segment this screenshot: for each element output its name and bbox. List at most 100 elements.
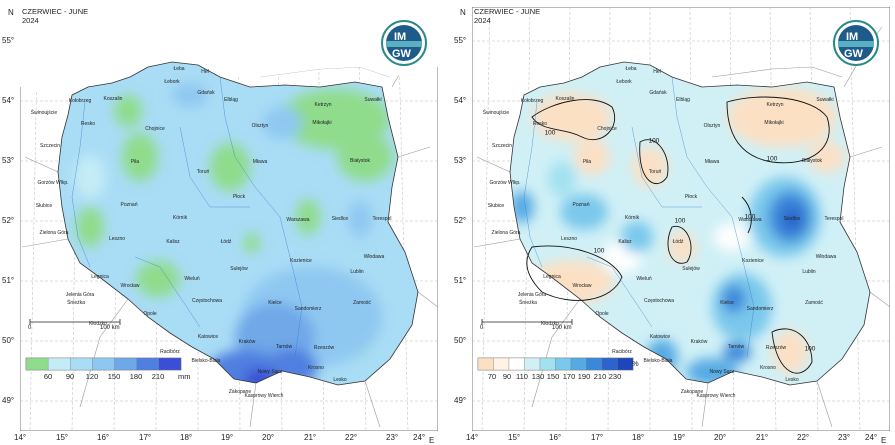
legend-label: 180 [129, 372, 143, 381]
lon-label: 24° [865, 433, 878, 442]
city-label: Koszalin [103, 96, 123, 102]
legend-swatch [477, 357, 494, 371]
city-label: Bielsko-Biała [191, 358, 221, 364]
city-label: Kalisz [166, 239, 180, 245]
map-header: CZERWIEC - JUNE 2024 [22, 7, 89, 25]
isoline-label: 100 [804, 345, 816, 353]
map-header: CZERWIEC - JUNE 2024 [474, 7, 540, 25]
legend-label: 70 [487, 372, 497, 381]
legend-swatch [617, 357, 634, 371]
logo-text-2: GW [392, 48, 412, 60]
lat-label: 52° [454, 216, 467, 225]
city-label: Łebork [164, 79, 180, 85]
city-label: Krosno [308, 365, 324, 371]
city-label: Lesko [333, 377, 347, 383]
lat-label: 51° [2, 276, 15, 285]
north-label: N [8, 8, 14, 17]
lon-label: 22° [797, 433, 810, 442]
lat-label: 52° [2, 216, 15, 225]
city-label: Jelenia Góra [65, 292, 95, 298]
city-label: Legnica [543, 274, 561, 280]
legend-label: 120 [85, 372, 99, 381]
city-label: Chojnice [597, 126, 617, 132]
legend-swatch [524, 357, 541, 371]
city-label: Elbląg [224, 97, 238, 103]
isolines [526, 96, 830, 374]
scale-bar [481, 319, 573, 325]
city-label: Terespol [824, 216, 844, 222]
legend-swatch [114, 357, 137, 371]
city-label: Nowy Sącz [709, 369, 735, 375]
city-label: Kasprowy Wierch [244, 393, 284, 399]
legend-swatch [555, 357, 572, 371]
city-label: Gorzów Wlkp. [489, 180, 521, 186]
city-label: Warszawa [286, 217, 310, 223]
city-label: Ketrzyn [314, 102, 332, 108]
city-label: Toruń [196, 169, 210, 175]
scale-label: 100 km [100, 325, 120, 331]
legend-unit: mm [178, 372, 191, 381]
city-label: Częstochowa [643, 298, 675, 304]
city-label: Tarnów [727, 344, 745, 350]
legend-swatch [493, 357, 510, 371]
lon-label: 21° [756, 433, 769, 442]
lon-label: 18° [180, 433, 193, 442]
city-label: Gdańsk [197, 90, 215, 96]
city-label: Płock [684, 194, 698, 200]
lat-label: 50° [454, 336, 467, 345]
logo-text-2: GW [844, 48, 864, 60]
city-label: Kołobrzeg [68, 98, 92, 104]
city-label: Wrocław [572, 283, 592, 289]
logo-text-1: IM [846, 31, 858, 43]
legend-swatch [158, 357, 182, 371]
city-label: Kozienice [742, 258, 764, 264]
legend-swatch [601, 357, 618, 371]
city-label: Sandomierz [746, 306, 774, 312]
city-label: Białystok [349, 158, 371, 164]
city-label: Świnoujście [30, 110, 58, 116]
logo: IM GW [381, 20, 427, 66]
city-label: Łódź [220, 239, 232, 245]
scale-zero: 0 [28, 325, 32, 331]
city-label: Kraków [238, 339, 256, 345]
sea-coast [20, 7, 438, 95]
lon-label: 19° [221, 433, 234, 442]
city-label: Resko [80, 121, 96, 127]
lon-label: 20° [714, 433, 727, 442]
lon-label: 16° [97, 433, 110, 442]
city-label: Białystok [801, 158, 823, 164]
lon-label: 21° [304, 433, 317, 442]
legend-label: 60 [43, 372, 53, 381]
legend-unit: % [632, 359, 639, 368]
lat-label: 51° [454, 276, 467, 285]
isoline-label: 100 [744, 213, 756, 221]
city-label: Katowice [197, 334, 219, 340]
city-label: Płock [232, 194, 246, 200]
isoline-label: 100 [593, 247, 605, 255]
city-label: Częstochowa [191, 298, 223, 304]
logo: IM GW [833, 20, 879, 66]
legend-swatch [25, 357, 49, 371]
east-label: E [429, 436, 435, 445]
map-title: CZERWIEC - JUNE [22, 7, 89, 16]
city-label: Sandomierz [294, 306, 322, 312]
legend-swatch [92, 357, 115, 371]
city-label: Zamość [805, 300, 823, 306]
city-label: Zakopane [228, 389, 252, 395]
lat-label: 54° [2, 96, 15, 105]
lon-label: 15° [508, 433, 521, 442]
city-label: Łeba [173, 66, 185, 72]
city-label: Opole [143, 311, 157, 317]
city-label: Sulejów [682, 266, 700, 272]
lat-label: 50° [2, 336, 15, 345]
city-label: Jelenia Góra [517, 292, 547, 298]
lon-label: 16° [549, 433, 562, 442]
legend-label: 230 [608, 372, 622, 381]
precipitation-map-panel: IM GW CZERWIEC - JUNE 2024 N E 55° 54° 5… [2, 7, 438, 445]
rivers [523, 76, 755, 358]
precip-field [58, 62, 418, 385]
city-label: Poznań [120, 202, 138, 208]
city-label: Mikołajki [312, 120, 332, 126]
city-label: Rzeszów [765, 345, 787, 351]
city-label: Sulejów [230, 266, 248, 272]
